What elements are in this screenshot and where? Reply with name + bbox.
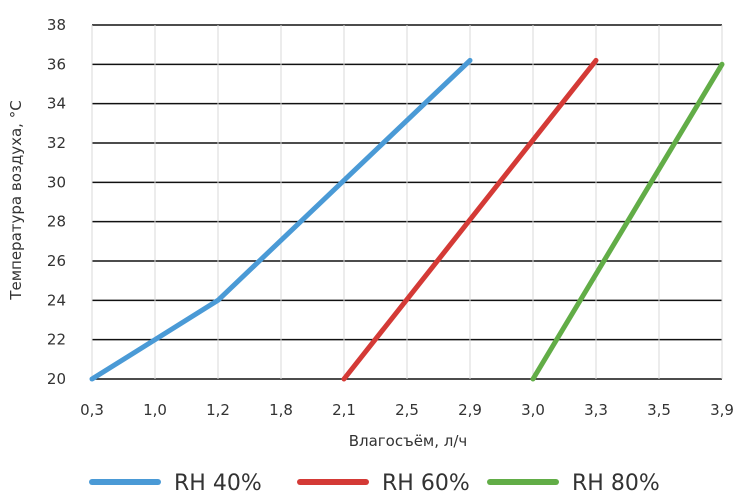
legend-item: RH 40% (89, 471, 262, 496)
y-tick-label: 20 (47, 370, 66, 388)
y-tick-label: 36 (47, 55, 66, 73)
y-tick-label: 34 (47, 95, 66, 113)
legend-item: RH 60% (297, 471, 470, 496)
x-tick-label: 1,8 (269, 401, 293, 419)
y-tick-label: 22 (47, 331, 66, 349)
x-tick-label: 3,0 (521, 401, 545, 419)
x-tick-label: 2,1 (332, 401, 356, 419)
y-tick-label: 32 (47, 134, 66, 152)
series-line-2 (341, 57, 599, 382)
y-tick-label: 28 (47, 213, 66, 231)
x-tick-labels: 0,3 1,0 1,2 1,8 2,1 2,5 2,9 3,0 3,3 3,5 3,9 (80, 401, 734, 419)
legend: RH 40% RH 60% RH 80% (89, 471, 660, 496)
x-tick-label: 1,0 (143, 401, 167, 419)
x-tick-label: 0,3 (80, 401, 104, 419)
y-tick-labels: 20 22 24 26 28 30 32 34 36 38 (47, 16, 66, 388)
x-tick-label: 3,5 (647, 401, 671, 419)
x-tick-label: 2,5 (395, 401, 419, 419)
y-tick-label: 30 (47, 173, 66, 191)
x-tick-label: 3,9 (710, 401, 734, 419)
y-tick-label: 26 (47, 252, 66, 270)
legend-label: RH 80% (572, 471, 660, 496)
x-axis-title: Влагосъём, л/ч (349, 432, 468, 450)
y-axis-title: Температура воздуха, °С (7, 100, 25, 300)
x-tick-label: 3,3 (584, 401, 608, 419)
series-lines (89, 57, 725, 382)
series-line-1 (89, 57, 473, 382)
x-tick-label: 1,2 (206, 401, 230, 419)
y-tick-label: 24 (47, 291, 66, 309)
legend-label: RH 60% (382, 471, 470, 496)
legend-label: RH 40% (174, 471, 262, 496)
vertical-grid-lines (91, 25, 723, 379)
x-tick-label: 2,9 (458, 401, 482, 419)
legend-item: RH 80% (487, 471, 660, 496)
series-line-3 (530, 61, 725, 382)
y-tick-label: 38 (47, 16, 66, 34)
